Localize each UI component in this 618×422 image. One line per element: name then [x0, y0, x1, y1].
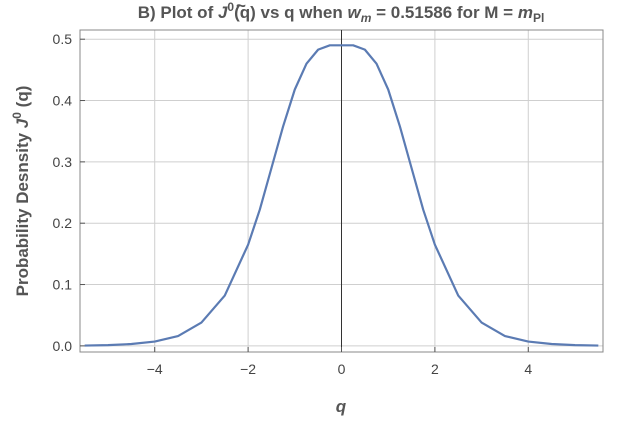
x-tick-label-0: −4	[147, 361, 163, 377]
tick-labels: −4 −2 0 2 4 0.0 0.1 0.2 0.3 0.4 0.5	[53, 31, 533, 377]
ylabel-func: J	[13, 118, 32, 128]
y-tick-label-1: 0.1	[53, 277, 73, 293]
y-tick-label-5: 0.5	[53, 31, 73, 47]
y-tick-label-4: 0.4	[53, 93, 73, 109]
y-axis-label: Probability Desnsity J0 (q)	[10, 86, 32, 297]
series-line	[84, 44, 599, 347]
ylabel-func-sup: 0	[10, 112, 24, 119]
ylabel-suffix: (q)	[13, 86, 32, 112]
y-tick-label-0: 0.0	[53, 338, 73, 354]
title-var-sub: m	[361, 11, 372, 25]
y-tick-label-2: 0.2	[53, 215, 73, 231]
title-func-sup: 0	[227, 0, 234, 14]
x-tick-label-3: 2	[431, 361, 439, 377]
title-func: J	[218, 3, 228, 22]
title-prefix: B) Plot of	[138, 3, 218, 22]
tick-marks	[80, 38, 529, 352]
title-mass: m	[518, 3, 533, 22]
ylabel-prefix: Probability Desnsity	[13, 128, 32, 296]
x-tick-label-4: 4	[524, 361, 532, 377]
y-tick-label-3: 0.3	[53, 154, 73, 170]
title-func-tilde: ~	[236, 0, 246, 15]
chart-title: B) Plot of J0(q) vs q when wm = 0.51586 …	[138, 0, 545, 25]
x-tick-label-1: −2	[240, 361, 256, 377]
title-after-var: = 0.51586 for M =	[371, 3, 517, 22]
title-mass-sub: Pl	[533, 11, 544, 25]
x-axis-label: q	[336, 397, 347, 416]
title-var: w	[347, 3, 362, 22]
x-tick-label-2: 0	[338, 361, 346, 377]
title-mid: (q) vs q when	[234, 3, 347, 22]
